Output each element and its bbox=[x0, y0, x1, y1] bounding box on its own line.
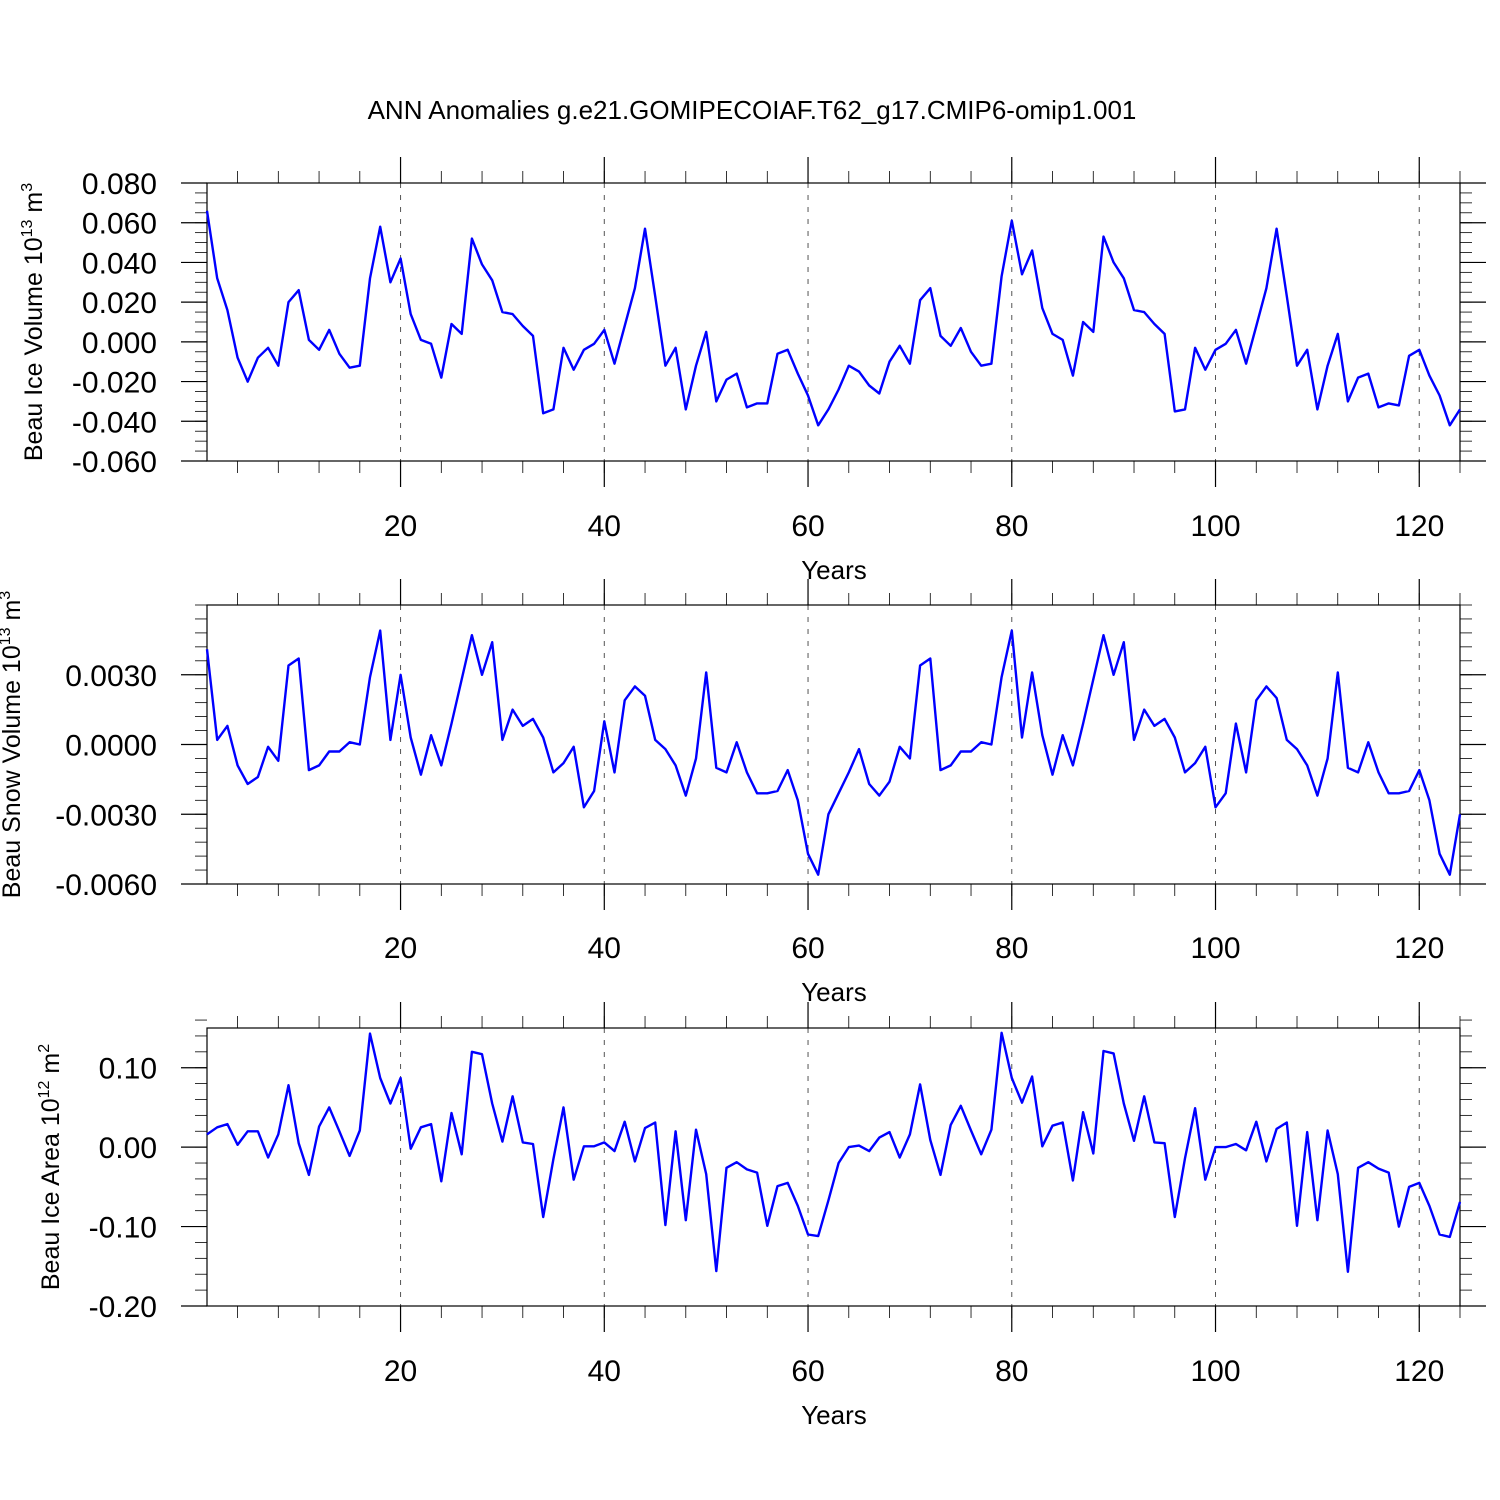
chart1-xtick-label: 80 bbox=[995, 932, 1028, 965]
chart0-ytick-label: 0.020 bbox=[82, 287, 157, 320]
chart2-xaxis-label: Years bbox=[801, 1400, 867, 1430]
chart0-series-line-0 bbox=[205, 210, 1462, 427]
chart2-series-line-0 bbox=[206, 1031, 1462, 1274]
chart1-xtick-label: 100 bbox=[1190, 932, 1240, 965]
chart0-xtick-label: 120 bbox=[1394, 510, 1444, 543]
chart0-frame bbox=[206, 182, 1461, 462]
snow-volume-panel: -0.0060 -0.0030 0.0000 0.0030 20 40 60 80 100 120… bbox=[0, 579, 1486, 1007]
chart2-ytick-label: -0.20 bbox=[89, 1291, 157, 1324]
ice-area-panel: -0.20 -0.10 0.00 0.10 20 40 60 80 100 120 Years Bea… bbox=[36, 1002, 1486, 1430]
chart0-ytick-label: 0.040 bbox=[82, 247, 157, 280]
chart0-xtick-label: 40 bbox=[588, 510, 621, 543]
chart2-ytick-label: 0.00 bbox=[99, 1132, 157, 1165]
chart0-ytick-label: -0.060 bbox=[72, 446, 157, 479]
chart2-frame bbox=[206, 1027, 1461, 1307]
chart1-ytick-label: 0.0030 bbox=[65, 660, 157, 693]
chart2-ytick-label: 0.10 bbox=[99, 1053, 157, 1086]
chart0-xtick-label: 60 bbox=[791, 510, 824, 543]
chart1-xtick-label: 60 bbox=[791, 932, 824, 965]
chart0-ytick-label: 0.080 bbox=[82, 168, 157, 201]
chart1-xaxis-label: Years bbox=[801, 977, 867, 1007]
chart0-xaxis-label: Years bbox=[801, 555, 867, 585]
chart2-xtick-label: 100 bbox=[1190, 1355, 1240, 1388]
chart2-yaxis-label: Beau Ice Area 1012 m2 bbox=[36, 1044, 65, 1290]
chart0-xtick-label: 20 bbox=[384, 510, 417, 543]
chart1-frame bbox=[206, 604, 1461, 885]
chart2-xtick-label: 60 bbox=[791, 1355, 824, 1388]
chart1-xtick-label: 20 bbox=[384, 932, 417, 965]
chart0-xtick-label: 80 bbox=[995, 510, 1028, 543]
chart2-xtick-label: 40 bbox=[588, 1355, 621, 1388]
chart2-xtick-label: 120 bbox=[1394, 1355, 1444, 1388]
chart0-yaxis-label: Beau Ice Volume 1013 m3 bbox=[19, 183, 48, 461]
chart1-xtick-label: 40 bbox=[588, 932, 621, 965]
chart0-ytick-label: -0.040 bbox=[72, 406, 157, 439]
chart0-ytick-label: 0.000 bbox=[82, 327, 157, 360]
chart2-ytick-label: -0.10 bbox=[89, 1212, 157, 1245]
ice-volume-panel: -0.060 -0.040 -0.020 0.000 0.020 0.040 0.060 0.… bbox=[19, 157, 1486, 585]
chart0-xtick-label: 100 bbox=[1190, 510, 1240, 543]
chart1-ytick-label: -0.0060 bbox=[55, 869, 157, 902]
chart1-ytick-label: -0.0030 bbox=[55, 799, 157, 832]
chart1-yaxis-label: Beau Snow Volume 1013 m3 bbox=[0, 591, 26, 899]
chart1-ytick-label: 0.0000 bbox=[65, 730, 157, 763]
chart0-ytick-label: 0.060 bbox=[82, 208, 157, 241]
chart1-series-line-0 bbox=[205, 629, 1462, 876]
chart2-xtick-label: 80 bbox=[995, 1355, 1028, 1388]
chart2-xtick-label: 20 bbox=[384, 1355, 417, 1388]
figure-title: ANN Anomalies g.e21.GOMIPECOIAF.T62_g17.… bbox=[368, 95, 1137, 125]
chart0-ytick-label: -0.020 bbox=[72, 367, 157, 400]
chart1-xtick-label: 120 bbox=[1394, 932, 1444, 965]
